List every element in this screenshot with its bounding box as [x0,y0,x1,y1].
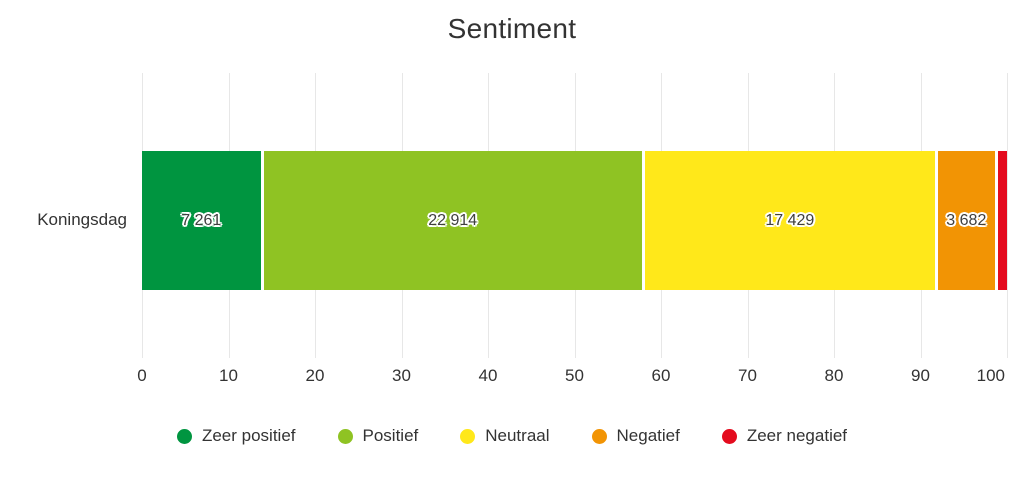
legend-marker-icon [721,428,737,444]
legend: Zeer positief Positief Neutraal Negatief Zee… [0,426,1024,446]
plot-area: 7 261 22 914 17 429 3 682 [142,73,1008,358]
legend-label: Zeer positief [201,426,296,445]
x-tick-label-60: 60 [651,366,671,385]
legend-label: Negatief [616,426,680,445]
x-tick-label-70: 70 [738,366,757,385]
bar-segment-negatief[interactable]: 3 682 [934,151,995,290]
legend-marker-icon [337,428,353,444]
x-tick-label-20: 20 [305,366,325,385]
segment-value-label: 22 914 [428,211,478,229]
x-tick-label-90: 90 [911,366,930,385]
legend-item-zeer-positief[interactable]: Zeer positief [176,426,296,446]
legend-marker-icon [460,428,476,444]
x-tick-label-10: 10 [219,366,238,385]
segment-value-label: 3 682 [946,211,987,229]
category-label: Koningsdag [37,210,127,229]
legend-label: Neutraal [485,426,550,445]
legend-marker-icon [591,428,607,444]
legend-label: Zeer negatief [746,426,848,445]
bar-segment-positief[interactable]: 22 914 [260,151,642,290]
x-tick-label-50: 50 [565,366,584,385]
segment-value-label: 17 429 [765,211,815,229]
legend-item-neutraal[interactable]: Neutraal [460,426,550,446]
segment-value-label: 7 261 [181,211,222,229]
x-tick-label-100: 100 [976,366,1005,385]
legend-label: Positief [362,426,419,445]
x-tick-label-30: 30 [392,366,411,385]
chart-title: Sentiment [447,13,577,44]
bar-segment-zeer-positief[interactable]: 7 261 [142,151,261,290]
bar-segment-neutraal[interactable]: 17 429 [641,151,935,290]
legend-item-zeer-negatief[interactable]: Zeer negatief [721,426,848,446]
stacked-bar-koningsdag: 7 261 22 914 17 429 3 682 [142,151,1007,290]
legend-marker-icon [176,428,192,444]
x-tick-label-40: 40 [478,366,498,385]
gridline-100 [1007,73,1008,358]
x-tick-label-0: 0 [137,366,147,385]
legend-item-negatief[interactable]: Negatief [591,426,680,446]
bar-segment-zeer-negatief[interactable] [994,151,1007,290]
x-tick-label-80: 80 [824,366,844,385]
legend-item-positief[interactable]: Positief [337,426,419,446]
